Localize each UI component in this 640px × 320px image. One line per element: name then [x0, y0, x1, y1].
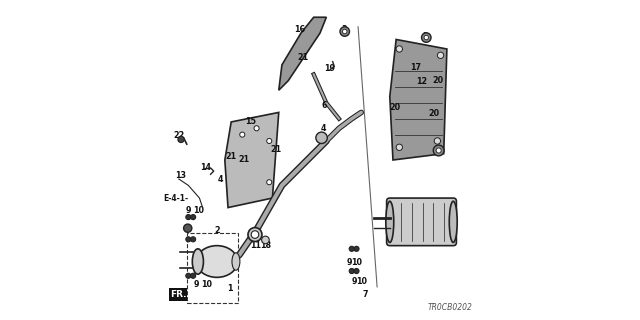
Text: 9: 9: [351, 277, 356, 286]
Circle shape: [248, 228, 262, 242]
Text: 9: 9: [193, 280, 199, 289]
Circle shape: [396, 144, 403, 150]
Text: 21: 21: [238, 155, 250, 164]
Text: 18: 18: [260, 241, 271, 250]
Text: 10: 10: [193, 206, 204, 215]
Text: TR0CB0202: TR0CB0202: [428, 303, 472, 312]
Circle shape: [267, 180, 272, 185]
Circle shape: [349, 268, 355, 274]
Ellipse shape: [449, 201, 457, 243]
Circle shape: [349, 246, 355, 252]
Text: 8: 8: [185, 225, 191, 234]
Text: 21: 21: [271, 145, 282, 154]
Text: 1: 1: [227, 284, 232, 293]
Text: 15: 15: [244, 117, 256, 126]
Circle shape: [340, 27, 349, 36]
Text: 22: 22: [174, 131, 185, 140]
Text: 7: 7: [362, 290, 368, 299]
Circle shape: [354, 246, 359, 252]
Text: 12: 12: [417, 77, 428, 86]
Text: 10: 10: [356, 277, 367, 286]
Circle shape: [422, 33, 431, 42]
Circle shape: [396, 46, 403, 52]
Text: FR.: FR.: [170, 290, 186, 299]
Text: 16: 16: [294, 25, 305, 34]
Circle shape: [186, 237, 191, 242]
Circle shape: [184, 224, 192, 232]
Text: 20: 20: [429, 109, 440, 118]
Text: 19: 19: [324, 64, 335, 74]
Circle shape: [354, 268, 359, 274]
Circle shape: [178, 136, 184, 142]
Circle shape: [437, 52, 444, 59]
Text: 10: 10: [201, 280, 212, 289]
Circle shape: [433, 145, 444, 156]
Circle shape: [191, 237, 196, 242]
Text: 10: 10: [351, 258, 363, 267]
Text: 21: 21: [226, 152, 237, 161]
Circle shape: [240, 132, 245, 137]
Circle shape: [251, 231, 259, 238]
Circle shape: [267, 139, 272, 143]
Circle shape: [436, 148, 441, 153]
Text: 20: 20: [433, 76, 444, 84]
Circle shape: [191, 215, 196, 220]
Text: 9: 9: [346, 258, 352, 267]
Circle shape: [342, 29, 347, 34]
Text: 13: 13: [175, 171, 186, 180]
Text: 11: 11: [250, 241, 261, 250]
Ellipse shape: [232, 253, 240, 270]
Text: 3: 3: [341, 25, 346, 34]
Text: 5: 5: [436, 145, 442, 154]
Circle shape: [186, 273, 191, 278]
FancyBboxPatch shape: [170, 288, 187, 301]
Text: 14: 14: [200, 163, 211, 172]
Text: E-4-1-: E-4-1-: [163, 194, 188, 203]
Polygon shape: [225, 112, 279, 208]
Text: 4: 4: [321, 124, 326, 133]
Polygon shape: [279, 17, 326, 90]
Circle shape: [191, 273, 196, 278]
Circle shape: [424, 35, 429, 40]
Text: 21: 21: [298, 53, 308, 62]
Circle shape: [262, 236, 269, 244]
Text: 2: 2: [215, 226, 220, 235]
FancyBboxPatch shape: [387, 198, 456, 246]
Text: 4: 4: [218, 175, 223, 185]
Text: 17: 17: [410, 63, 420, 72]
Ellipse shape: [196, 246, 237, 277]
Circle shape: [254, 126, 259, 131]
Ellipse shape: [386, 201, 394, 243]
Circle shape: [316, 132, 327, 143]
Text: 3: 3: [423, 32, 428, 41]
Circle shape: [434, 138, 440, 144]
Text: 6: 6: [321, 101, 326, 110]
Polygon shape: [390, 39, 447, 160]
Circle shape: [186, 215, 191, 220]
Text: 20: 20: [390, 102, 401, 112]
Ellipse shape: [192, 249, 204, 274]
Text: 9: 9: [186, 206, 191, 215]
